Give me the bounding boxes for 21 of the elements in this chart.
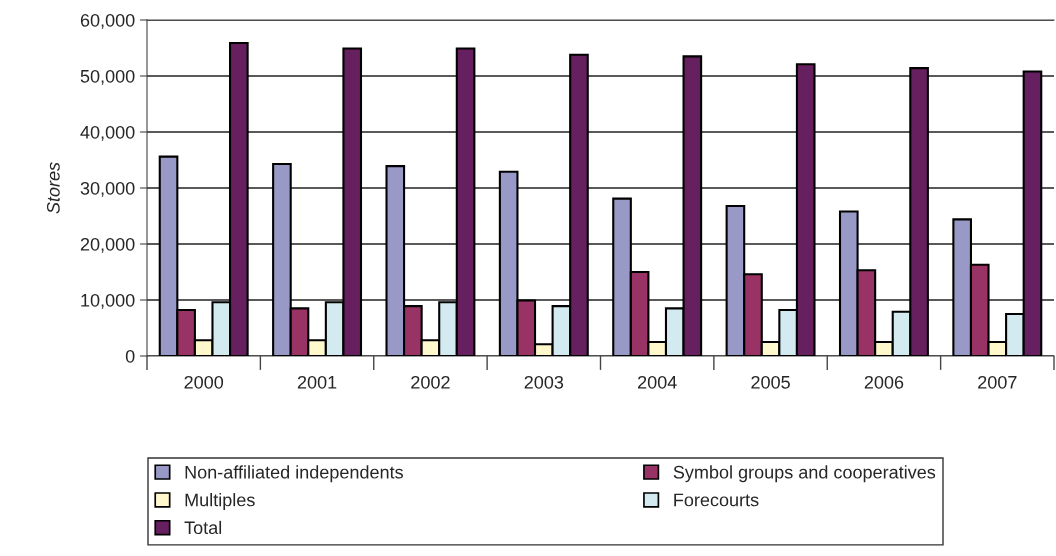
x-tick-label: 2007 [978,375,1017,389]
x-tick-label: 2000 [184,375,224,389]
x-tick-label: 2003 [524,375,564,389]
x-tick-label: 2006 [864,375,904,389]
x-tick-label: 2002 [411,375,450,389]
legend-label: Symbol groups and cooperatives [673,465,936,483]
legend-label: Multiples [185,493,255,510]
y-tick-label: 0 [125,349,135,363]
x-tick-label: 2004 [638,375,677,389]
legend-label: Total [184,520,222,535]
y-tick-label: 40,000 [80,125,135,141]
y-tick-label: 50,000 [80,69,135,85]
x-tick-label: 2005 [751,375,790,389]
y-axis-title: Stores [46,162,60,214]
x-tick-label: 2001 [297,375,337,389]
y-tick-label: 30,000 [80,181,135,197]
y-tick-label: 20,000 [80,237,135,253]
legend-label: Forecourts [674,493,759,507]
y-tick-label: 60,000 [80,13,135,29]
legend-label: Non-affiliated independents [185,465,403,483]
y-tick-label: 10,000 [81,293,135,309]
